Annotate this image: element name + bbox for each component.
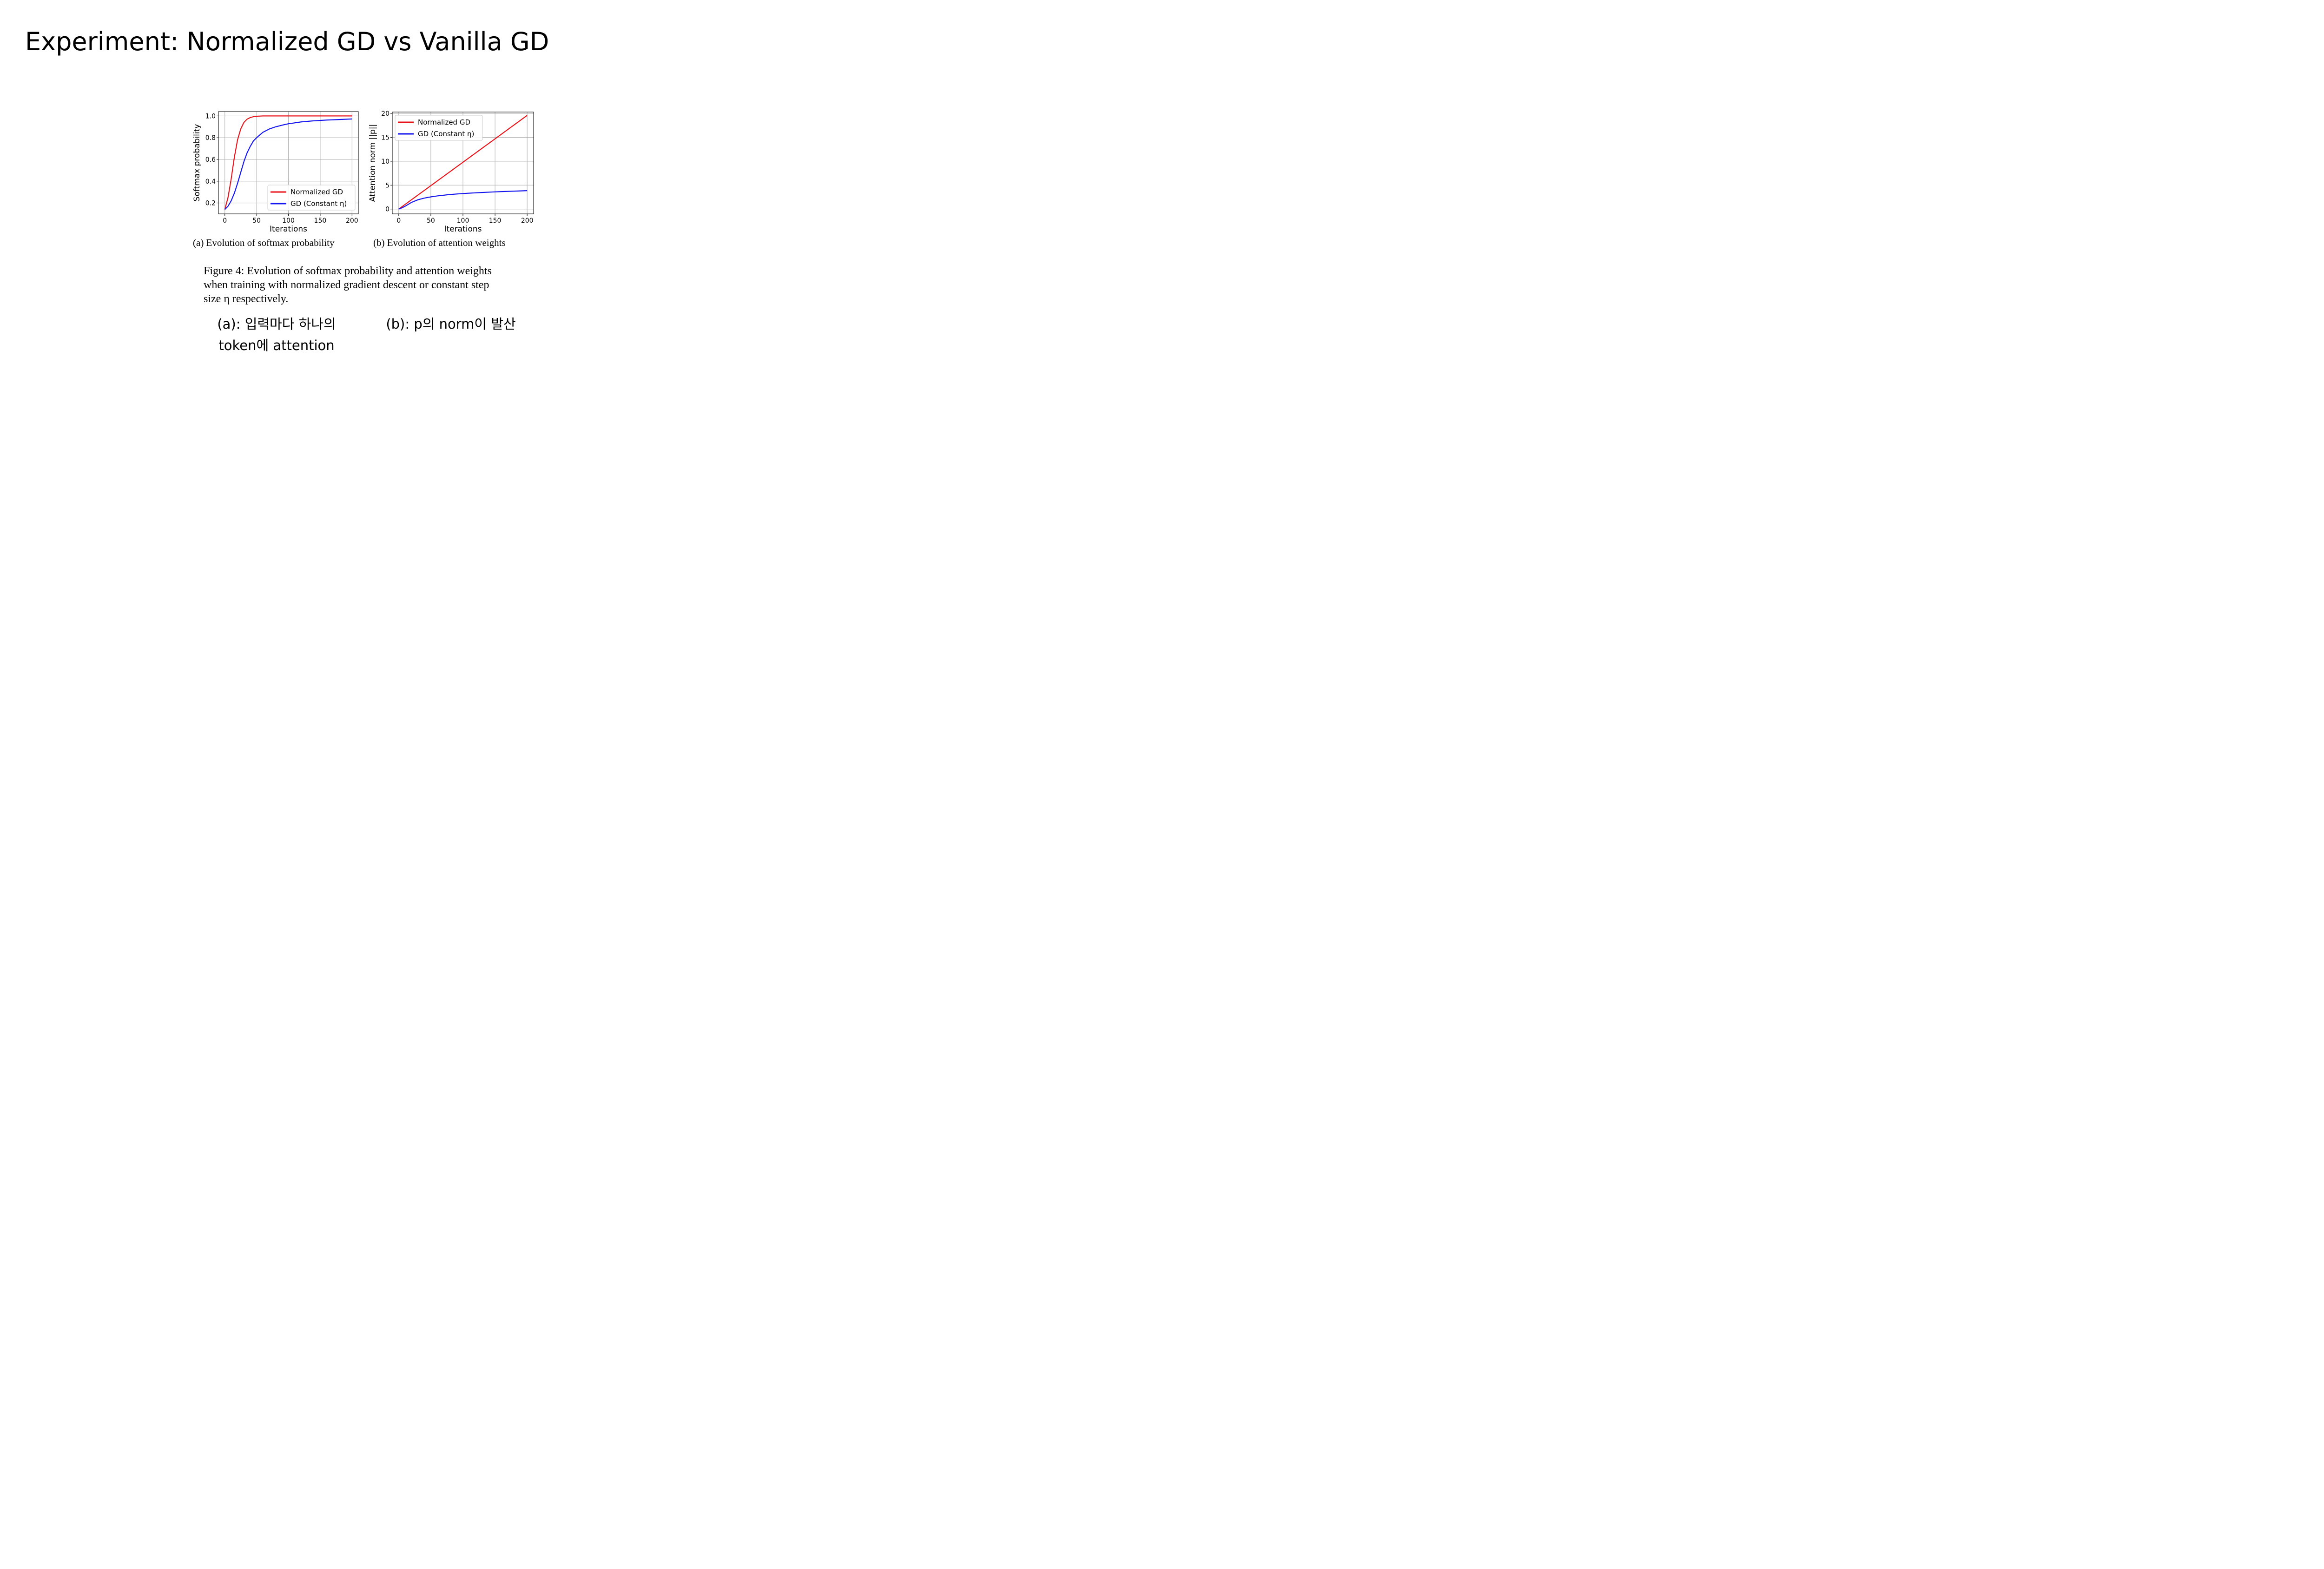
series-line-gd-constant: [224, 118, 352, 210]
slide-title: Experiment: Normalized GD vs Vanilla GD: [25, 27, 549, 56]
x-tick-label: 200: [521, 217, 534, 225]
x-tick-label: 200: [346, 217, 358, 225]
subcaption-b: (b) Evolution of attention weights: [373, 237, 506, 248]
x-axis-label: Iterations: [444, 225, 482, 234]
softmax-probability-chart: 0 50 100 150 200 0.2 0.4 0.6 0.8 1.0 Iterations Sof…: [192, 111, 359, 234]
y-tick-label: 0.4: [205, 178, 216, 185]
y-tick-label: 20: [381, 110, 390, 118]
y-tick-label: 15: [381, 134, 390, 141]
y-tick-label: 5: [385, 182, 390, 189]
x-tick-label: 0: [223, 217, 227, 225]
y-tick-label: 1.0: [205, 113, 216, 120]
y-tick-label: 0.6: [205, 156, 216, 164]
legend-label: Normalized GD: [418, 118, 470, 126]
figure-caption-line-2: when training with normalized gradient d…: [204, 279, 489, 291]
legend-label: GD (Constant η): [290, 199, 347, 208]
series-line-normalized-gd: [398, 115, 528, 210]
x-tick-label: 150: [489, 217, 502, 225]
y-tick-label: 0.8: [205, 134, 216, 142]
x-tick-label: 100: [457, 217, 469, 225]
legend-label: Normalized GD: [290, 188, 343, 196]
y-tick-label: 0.2: [205, 200, 216, 207]
y-axis-label: Attention norm ||p||: [368, 124, 377, 202]
attention-norm-chart: 0 50 100 150 200 0 5 10 15 20 Iterations Attention …: [368, 110, 534, 234]
legend-label: GD (Constant η): [418, 130, 474, 138]
legend-box: [267, 185, 356, 211]
note-b: (b): p의 norm이 발산: [386, 316, 516, 332]
x-tick-label: 50: [427, 217, 435, 225]
x-tick-label: 100: [282, 217, 295, 225]
series-line-normalized-gd: [224, 115, 352, 210]
x-tick-label: 0: [396, 217, 401, 225]
x-tick-label: 50: [252, 217, 261, 225]
figure-caption-line-1: Figure 4: Evolution of softmax probabili…: [204, 265, 492, 277]
note-a-line-1: (a): 입력마다 하나의: [217, 316, 336, 332]
subcaption-a: (a) Evolution of softmax probability: [193, 237, 335, 248]
y-axis-label: Softmax probability: [192, 124, 202, 202]
y-tick-label: 10: [381, 158, 390, 166]
note-a: (a): 입력마다 하나의 token에 attention: [205, 313, 349, 356]
figure-caption-line-3: size η respectively.: [204, 293, 289, 305]
legend: Normalized GD GD (Constant η): [395, 115, 483, 141]
x-axis-label: Iterations: [270, 225, 307, 234]
note-a-line-2: token에 attention: [218, 338, 335, 353]
legend: Normalized GD GD (Constant η): [267, 185, 356, 211]
legend-box: [395, 115, 483, 141]
series-line-gd-constant: [398, 190, 528, 210]
y-tick-label: 0: [385, 206, 390, 213]
x-tick-label: 150: [314, 217, 327, 225]
figure-caption: Figure 4: Evolution of softmax probabili…: [204, 264, 557, 306]
